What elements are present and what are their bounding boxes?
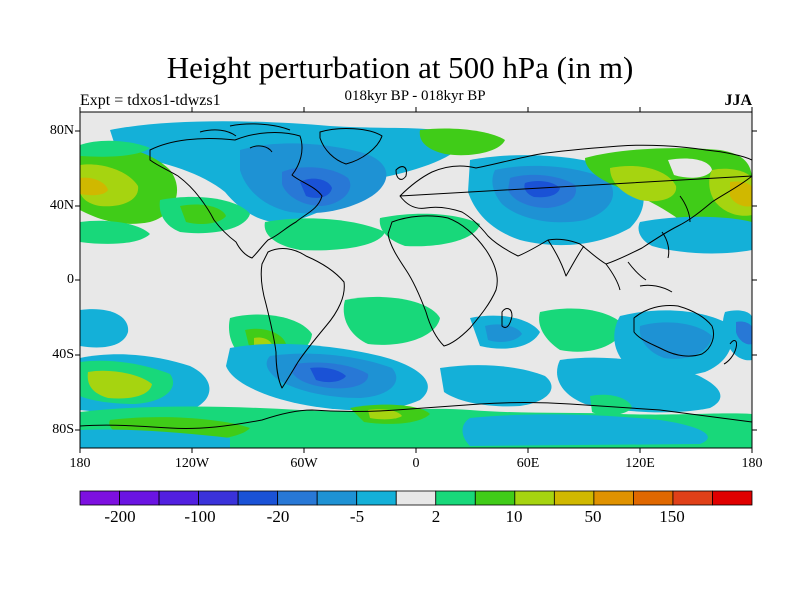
coastline-british-isles [395,166,407,180]
field-patch [80,309,129,348]
colorbar-box [672,490,713,506]
plot-subtitle: 018kyr BP - 018kyr BP [344,88,486,104]
lat-label-80n: 80N [49,123,74,138]
coastline-south-america [260,248,345,389]
field-patch [180,204,226,224]
coastline-new-zealand [723,340,737,365]
colorbar-box [277,490,318,506]
colorbar-box [119,490,160,506]
lon-label-0: 0 [412,456,420,471]
field-patch [87,370,152,399]
lon-label-120e: 120E [625,456,655,471]
lat-label-40s: 40S [52,347,74,362]
colorbar-label: -100 [184,507,216,526]
colorbar-box [395,490,437,506]
coastline-madagascar [501,308,513,329]
coastline-greenland [319,128,383,165]
coastline-north-america [149,132,323,259]
coastline-southeast-asia [605,231,673,293]
colorbar-box [237,490,279,506]
lat-label-80s: 80S [52,422,74,437]
colorbar-box [633,490,674,506]
field-patch [80,429,230,448]
lon-label-60w: 60W [290,456,318,471]
season-label: JJA [724,92,752,109]
colorbar-box [79,490,120,506]
colorbar-box [514,490,555,506]
coastline-africa [387,215,498,347]
lat-label-40n: 40N [49,198,74,213]
colorbar-label: 10 [505,507,523,526]
lon-label-60e: 60E [516,456,540,471]
field-patch [590,394,632,416]
field-patch [539,308,625,352]
field-patch [343,296,440,345]
coastline-antarctica [80,402,752,430]
field-patch [300,178,332,198]
height-field [80,112,752,448]
field-patch [668,158,712,178]
colorbar-box [356,490,397,506]
field-patch [524,180,560,198]
field-patch [610,166,677,202]
colorbar-label: -20 [266,507,290,526]
colorbar-label: -5 [349,507,365,526]
colorbar-box [435,490,476,506]
field-patch [639,322,712,359]
field-patch [80,220,150,244]
lon-label-180w: 180 [69,456,91,471]
field-patch [264,218,385,251]
colorbar-box [198,490,239,506]
colorbar-label: 2 [431,507,441,526]
coastline-eurasia [399,144,752,265]
field-patch [462,414,708,446]
axis-ticks [75,107,757,453]
coastline-arctic-islands [199,123,291,153]
field-patch [80,164,139,207]
colorbar-box [158,490,199,506]
lon-label-180e: 180 [741,456,763,471]
field-patch [310,367,346,383]
colorbar-label: -200 [104,507,136,526]
lat-label-equator: 0 [67,272,74,287]
colorbar-box [316,490,358,506]
coastline-india [547,239,585,277]
colorbar-box [593,490,634,506]
field-patch [485,324,522,342]
field-patch [440,365,552,407]
field-patch [638,216,752,254]
experiment-label: Expt = tdxos1-tdwzs1 [80,92,221,109]
field-patch [736,321,752,345]
field-patch [419,128,505,156]
coastlines [80,123,752,430]
plot-title: Height perturbation at 500 hPa (in m) [166,50,634,85]
field-patch [379,213,480,247]
field-patch [80,140,150,157]
colorbar-label: 50 [584,507,602,526]
field-patch [368,409,402,420]
coastline-japan [679,195,691,223]
colorbar-box [712,490,753,506]
colorbar [79,490,753,506]
coastline-australia [633,305,715,357]
lon-label-120w: 120W [174,456,210,471]
field-patch [80,177,108,196]
colorbar-box [474,490,516,506]
colorbar-label: 150 [659,507,685,526]
colorbar-box [553,490,595,506]
